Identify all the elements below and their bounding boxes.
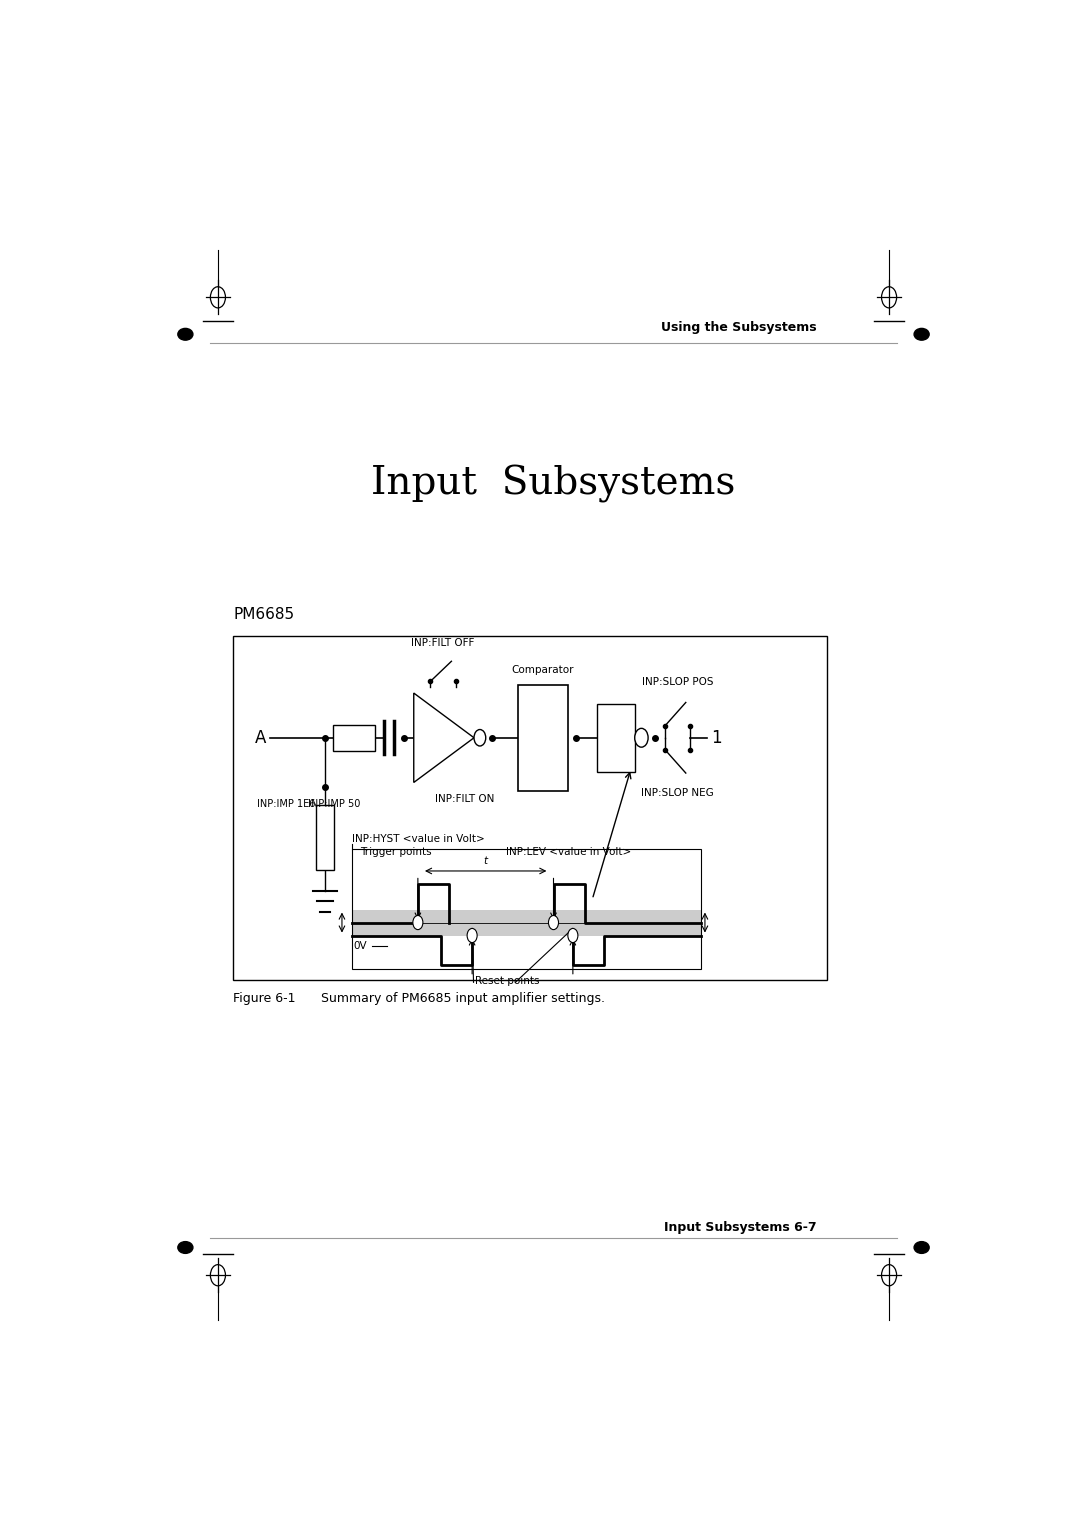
Bar [233, 636, 827, 981]
Polygon shape [414, 694, 474, 782]
Bar [597, 703, 635, 772]
Text: Comparator: Comparator [512, 665, 573, 675]
Text: INP:FILT ON: INP:FILT ON [434, 795, 494, 804]
Text: INP:IMP 50: INP:IMP 50 [308, 799, 361, 810]
Text: INP:IMP 1E6: INP:IMP 1E6 [257, 799, 315, 810]
Text: INP:LEV <value in Volt>: INP:LEV <value in Volt> [507, 847, 632, 857]
Bar [352, 850, 701, 969]
Ellipse shape [914, 1242, 929, 1253]
Text: 1: 1 [711, 729, 721, 747]
Ellipse shape [178, 329, 193, 341]
Circle shape [468, 929, 477, 943]
Bar [352, 909, 701, 935]
Circle shape [635, 729, 648, 747]
Text: Trigger points: Trigger points [360, 847, 431, 857]
Text: Summary of PM6685 input amplifier settings.: Summary of PM6685 input amplifier settin… [322, 992, 605, 1005]
Text: A: A [255, 729, 267, 747]
Circle shape [474, 729, 486, 746]
Text: t: t [484, 856, 488, 866]
Ellipse shape [914, 329, 929, 341]
Text: Using the Subsystems: Using the Subsystems [661, 321, 816, 333]
Bar [517, 685, 568, 790]
Text: 0V: 0V [353, 941, 367, 950]
Text: PM6685: PM6685 [233, 607, 295, 622]
Text: INP:SLOP POS: INP:SLOP POS [642, 677, 713, 688]
Text: Input Subsystems 6-7: Input Subsystems 6-7 [664, 1221, 816, 1235]
Text: INP:HYST <value in Volt>: INP:HYST <value in Volt> [352, 834, 485, 843]
Bar [333, 724, 375, 750]
Text: Reset points: Reset points [475, 976, 539, 987]
Text: Figure 6-1: Figure 6-1 [233, 992, 296, 1005]
Bar [315, 805, 334, 869]
Ellipse shape [178, 1242, 193, 1253]
Text: Input  Subsystems: Input Subsystems [372, 465, 735, 503]
Text: INP:FILT OFF: INP:FILT OFF [411, 639, 475, 648]
Text: INP:SLOP NEG: INP:SLOP NEG [642, 788, 714, 798]
Circle shape [549, 915, 558, 929]
Circle shape [413, 915, 423, 929]
Circle shape [568, 929, 578, 943]
